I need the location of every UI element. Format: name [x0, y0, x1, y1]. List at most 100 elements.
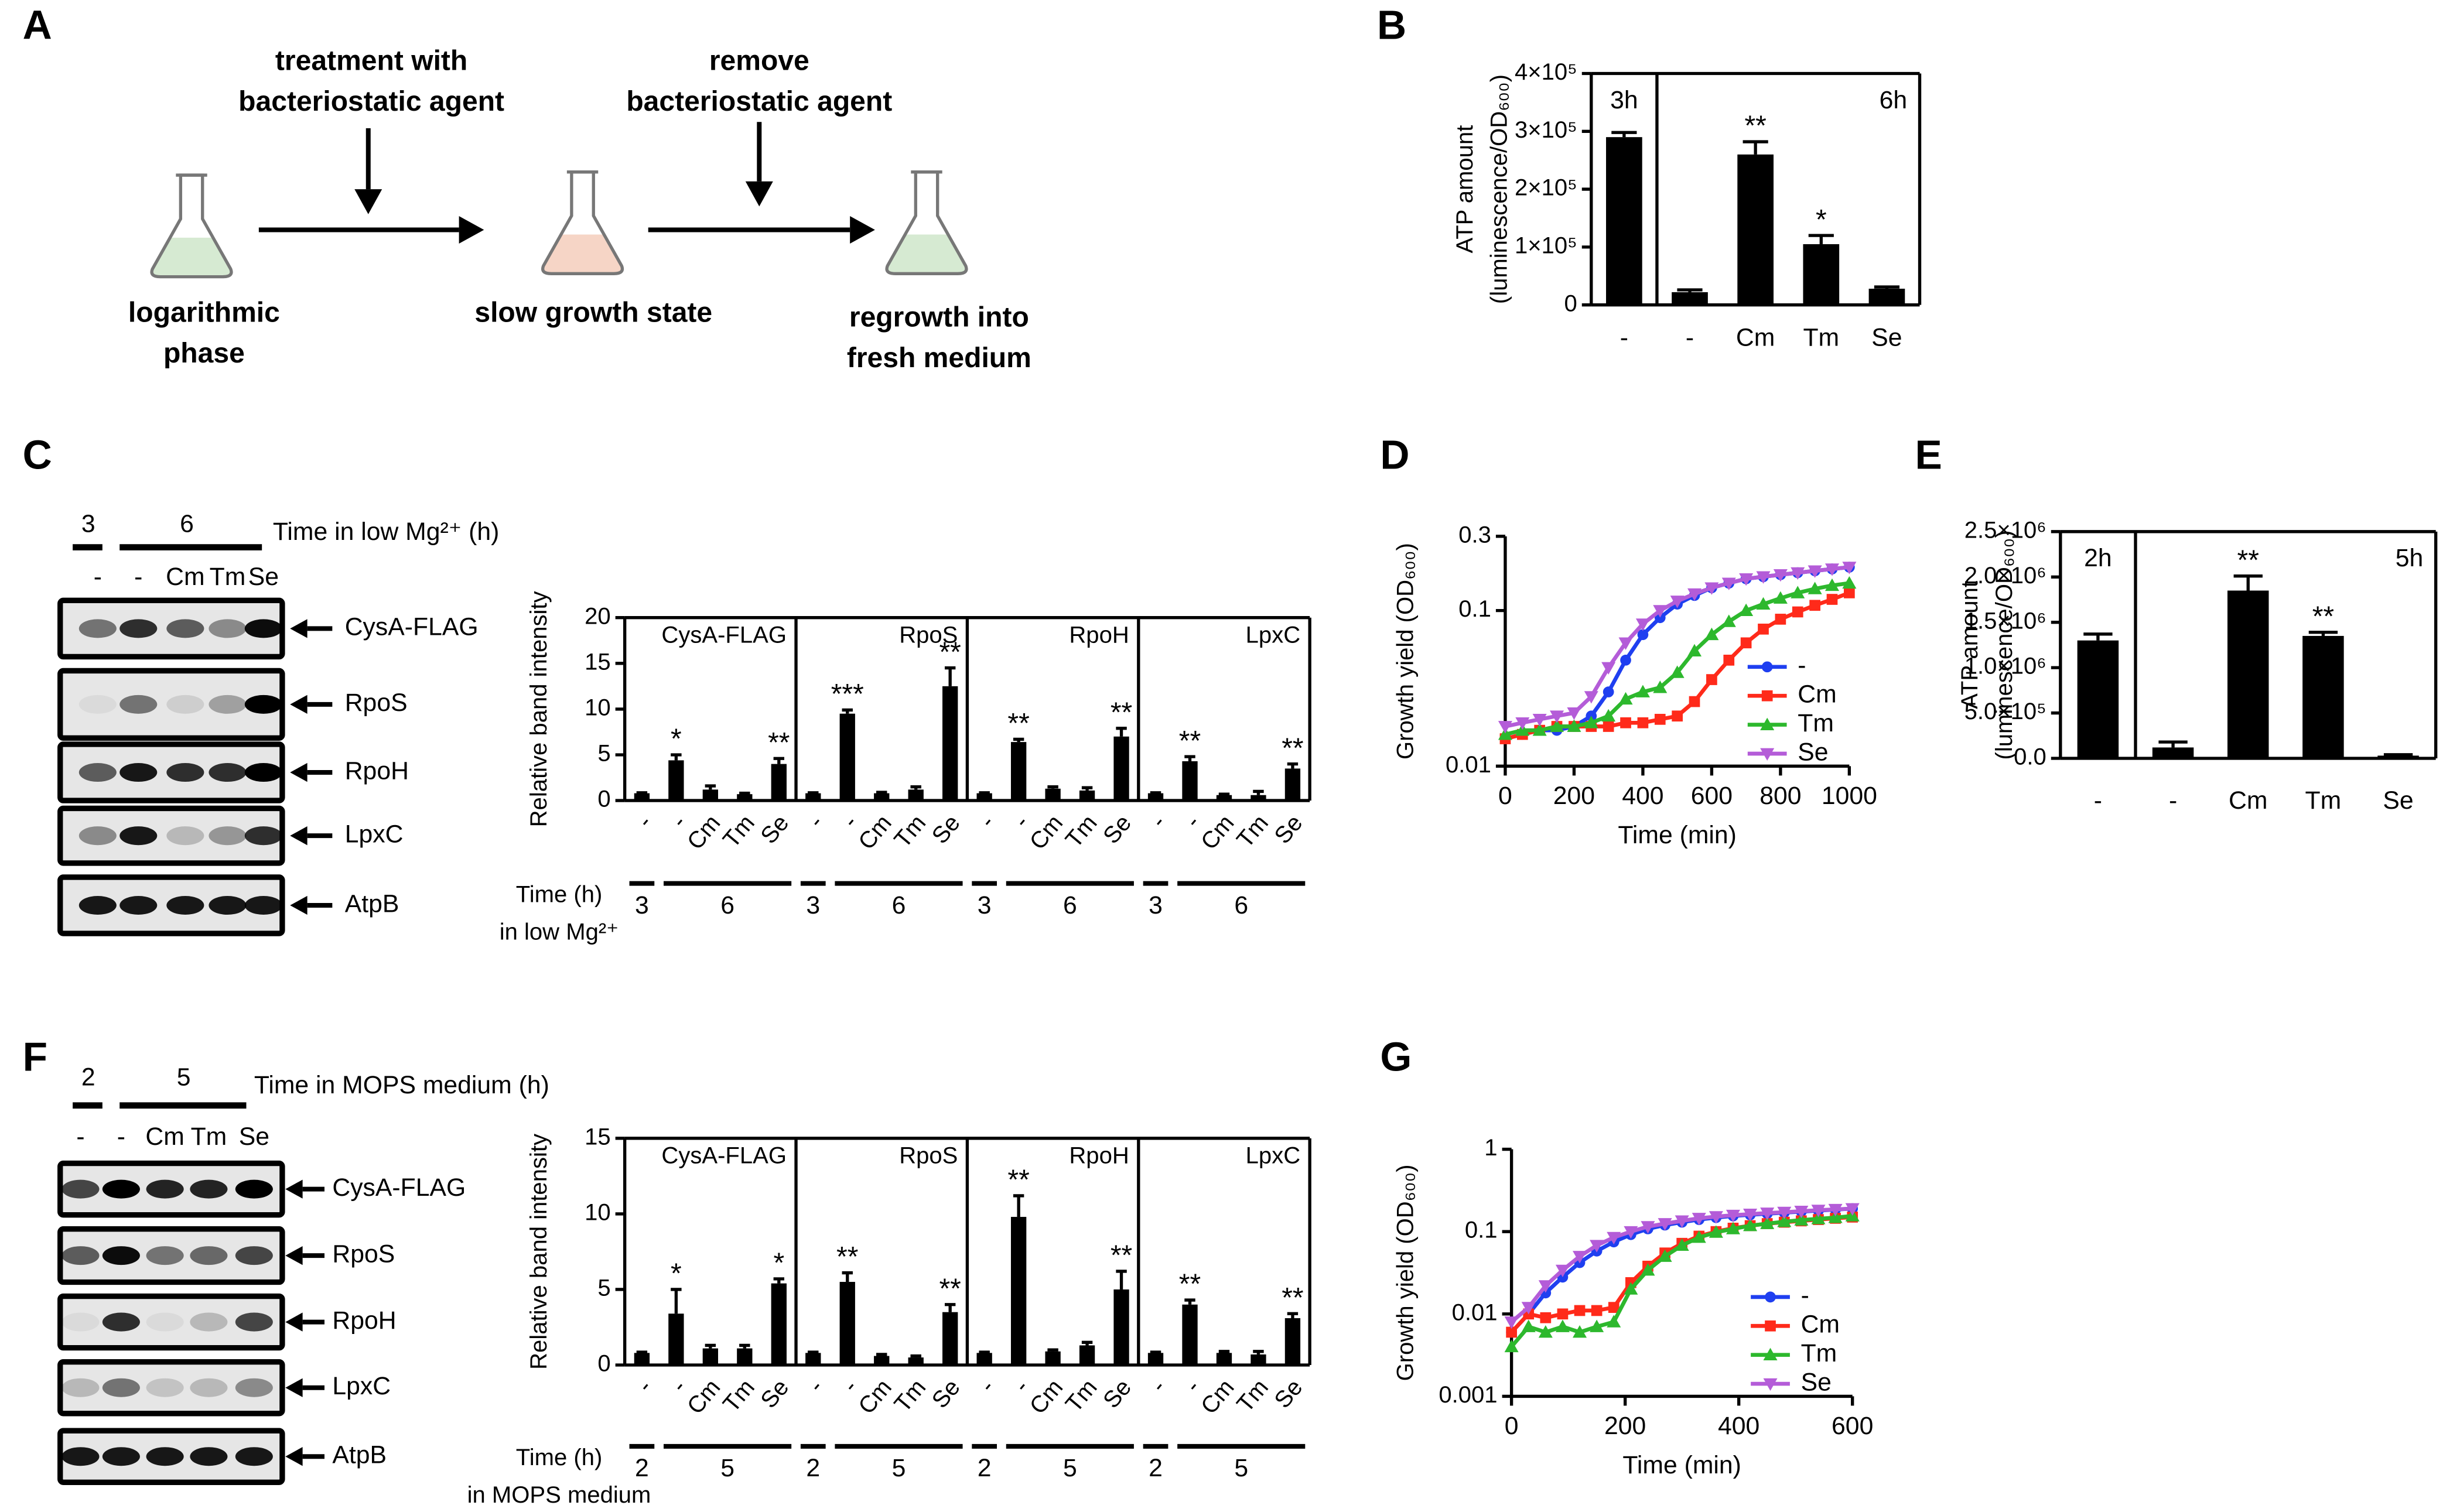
facet-title: RpoH	[1069, 622, 1129, 648]
point	[1758, 623, 1769, 635]
point	[1791, 567, 1805, 580]
flask-liquid	[153, 237, 230, 277]
point	[1765, 1320, 1776, 1332]
x-tick-label: Tm	[890, 810, 931, 853]
point	[1538, 1280, 1553, 1293]
significance: **	[836, 1241, 858, 1272]
y-tick-label: 10	[585, 1199, 611, 1225]
blot-band	[146, 1378, 184, 1397]
blot-band	[78, 826, 117, 846]
point	[1654, 714, 1666, 725]
blot-band	[166, 695, 204, 714]
x-tick-label: Tm	[718, 1374, 760, 1417]
bar	[1216, 795, 1232, 801]
band-label: LpxC	[345, 820, 404, 848]
blot-band	[190, 1378, 228, 1397]
point	[1811, 1205, 1826, 1217]
bar	[942, 1312, 958, 1366]
x-tick-label: 600	[1832, 1412, 1873, 1440]
group-title: Time (h)	[516, 1445, 603, 1470]
y-tick-label: 5	[597, 741, 610, 767]
bar	[2152, 747, 2194, 759]
bar	[1079, 790, 1095, 801]
blot-band	[102, 1447, 140, 1466]
point	[1765, 1291, 1776, 1303]
blot-band	[146, 1179, 184, 1199]
point	[1763, 1347, 1778, 1360]
blot-band	[62, 1179, 100, 1199]
blot-band	[244, 695, 282, 714]
point	[1498, 727, 1512, 740]
point	[1726, 1209, 1740, 1223]
x-tick-label: 400	[1622, 782, 1663, 810]
x-axis-title: Time (min)	[1622, 1451, 1741, 1479]
point	[1704, 627, 1719, 641]
bar	[942, 686, 958, 801]
y-axis-title: ATP amount	[1452, 125, 1478, 254]
group-title: in MOPS medium	[467, 1482, 651, 1508]
lane-label: -	[94, 563, 102, 591]
action-arrow-head	[354, 189, 382, 214]
band-arrow-head	[290, 619, 308, 638]
blot-band	[102, 1246, 140, 1265]
blot-band	[78, 763, 117, 782]
blot-band	[62, 1447, 100, 1466]
legend-label: Tm	[1798, 709, 1834, 737]
blot-band	[235, 1312, 273, 1332]
x-tick-label: Se	[1098, 810, 1136, 849]
x-tick-label: Cm	[1196, 810, 1239, 854]
x-tick-label: -	[1686, 324, 1694, 352]
point	[1809, 600, 1820, 611]
x-tick-label: Tm	[890, 1374, 931, 1417]
point	[1635, 685, 1650, 697]
bar	[805, 793, 821, 801]
point	[1672, 710, 1683, 722]
bar	[874, 793, 890, 801]
time-header: 2	[81, 1063, 95, 1092]
lane-label: Se	[239, 1123, 269, 1151]
group-label: 2	[806, 1454, 820, 1482]
period-label: 5h	[2396, 544, 2424, 572]
step-label: fresh medium	[847, 342, 1031, 374]
y-axis-title: Relative band intensity	[526, 591, 552, 827]
x-tick-label: Tm	[1061, 810, 1102, 853]
blot-band	[244, 895, 282, 915]
point	[1555, 1319, 1570, 1332]
bar	[839, 713, 855, 801]
blot-band	[146, 1246, 184, 1265]
group-label: 5	[1234, 1454, 1248, 1482]
blot-band	[119, 619, 158, 638]
x-tick-label: Tm	[2305, 786, 2342, 815]
y-tick-label: 5.0×10⁵	[1964, 699, 2046, 724]
bar	[737, 794, 753, 801]
flask-liquid	[544, 234, 621, 274]
x-tick-label: 600	[1691, 782, 1733, 810]
bar	[1803, 244, 1840, 305]
band-arrow-head	[290, 895, 308, 915]
y-axis-title: ATP amount	[1957, 581, 1983, 709]
y-tick-label: 0.01	[1452, 1299, 1498, 1325]
blot-band	[209, 895, 247, 915]
x-tick-label: Cm	[1196, 1374, 1239, 1419]
y-tick-label: 1	[1484, 1135, 1497, 1161]
band-label: RpoS	[332, 1240, 395, 1268]
point	[1743, 1219, 1758, 1232]
point	[1706, 674, 1717, 685]
point	[1637, 629, 1649, 641]
significance: **	[1179, 1268, 1201, 1300]
blot-band	[102, 1179, 140, 1199]
point	[1721, 614, 1736, 627]
lane-label: Cm	[166, 563, 204, 591]
y-tick-label: 3×10⁵	[1515, 117, 1577, 143]
lane-label: -	[134, 563, 142, 591]
point	[1515, 717, 1530, 730]
y-axis-title: Growth yield (OD₆₀₀)	[1392, 543, 1418, 760]
point	[1584, 691, 1598, 704]
point	[1824, 578, 1840, 591]
point	[1760, 1207, 1775, 1220]
y-tick-label: 5	[597, 1275, 610, 1301]
band-arrow-head	[285, 1312, 303, 1332]
blot-band	[235, 1447, 273, 1466]
blot-strip	[57, 1359, 285, 1417]
facet-title: CysA-FLAG	[661, 622, 787, 648]
